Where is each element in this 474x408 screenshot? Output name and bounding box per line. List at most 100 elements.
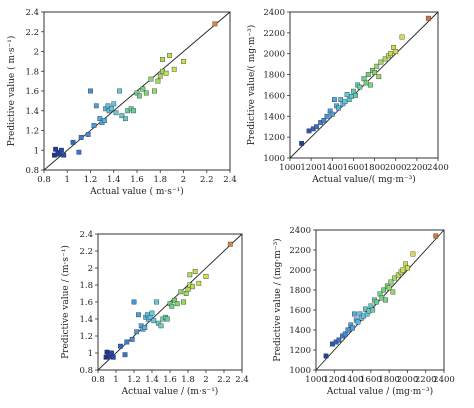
data-point <box>131 299 137 305</box>
y-tick-label: 2.2 <box>79 247 93 257</box>
data-point <box>117 88 122 94</box>
x-tick-label: 1400 <box>321 163 343 173</box>
data-point <box>361 76 367 82</box>
data-point <box>373 299 379 305</box>
x-tick-label: 1000 <box>279 163 301 173</box>
x-tick-label: 1000 <box>305 375 327 385</box>
data-point <box>370 307 376 313</box>
x-tick-label: 2.2 <box>200 175 214 185</box>
y-tick-label: 1600 <box>263 91 285 101</box>
data-point <box>336 337 342 343</box>
data-point <box>102 118 107 124</box>
y-tick-label: 2 <box>88 264 93 274</box>
data-point <box>388 51 393 57</box>
data-point <box>363 80 369 86</box>
x-tick-label: 2.4 <box>235 375 249 385</box>
data-point <box>367 82 373 88</box>
x-tick-label: 0.8 <box>37 175 51 185</box>
y-tick-label: 0.8 <box>25 166 39 176</box>
data-point <box>376 74 382 80</box>
x-axis-label: Actual value / (m·s⁻¹) <box>121 386 219 397</box>
data-point <box>148 76 154 82</box>
x-tick-label: 2 <box>181 175 186 185</box>
data-point <box>336 105 342 111</box>
y-tick-label: 1.2 <box>25 127 39 137</box>
data-point <box>122 352 128 358</box>
x-tick-label: 2200 <box>406 163 428 173</box>
data-point <box>345 327 351 333</box>
y-tick-label: 2000 <box>263 50 285 60</box>
data-point <box>109 106 114 112</box>
data-point <box>388 279 394 285</box>
x-tick-label: 2.2 <box>217 375 231 385</box>
x-tick-label: 0.8 <box>91 375 105 385</box>
data-point <box>155 320 161 326</box>
x-axis-label: Actual value/( mg·m⁻³) <box>311 174 415 185</box>
y-tick-label: 2 <box>34 48 39 58</box>
data-point <box>332 97 337 103</box>
data-point <box>403 261 408 267</box>
data-point <box>172 297 177 303</box>
y-tick-label: 2000 <box>289 266 311 276</box>
data-point <box>155 78 161 84</box>
y-tick-label: 2.2 <box>25 28 39 38</box>
y-tick-label: 1 <box>88 349 93 359</box>
x-tick-label: 1.2 <box>84 175 98 185</box>
data-point <box>136 93 142 99</box>
data-point <box>185 286 191 292</box>
x-tick-label: 2000 <box>397 375 419 385</box>
y-tick-label: 1.8 <box>79 281 93 291</box>
x-tick-label: 2 <box>203 375 208 385</box>
x-tick-label: 1 <box>65 175 70 185</box>
data-point <box>78 135 84 140</box>
data-point <box>154 299 159 305</box>
y-tick-label: 1000 <box>289 366 311 376</box>
x-tick-label: 1200 <box>300 163 322 173</box>
x-tick-label: 1.4 <box>107 175 121 185</box>
y-tick-label: 1.4 <box>79 315 93 325</box>
data-point <box>321 118 327 123</box>
plot-frame <box>289 11 439 159</box>
data-point <box>190 284 195 290</box>
data-point <box>324 113 330 119</box>
data-point <box>187 272 193 278</box>
x-tick-label: 2.4 <box>223 175 237 185</box>
y-tick-label: 0.8 <box>79 366 93 376</box>
data-point <box>426 15 431 21</box>
y-tick-label: 1.6 <box>25 87 39 97</box>
x-tick-label: 1.6 <box>163 375 177 385</box>
y-tick-label: 1.8 <box>25 67 39 77</box>
data-point <box>59 147 64 153</box>
data-point <box>329 111 335 117</box>
data-point <box>111 101 117 107</box>
x-tick-label: 1600 <box>360 375 382 385</box>
chart-panel-1: 0.8 1 1.2 1.4 1.6 1.8 2 2.2 2.4 0.8 1 1.2 1.4 1.6 1.8 2… <box>6 8 237 197</box>
data-point <box>368 303 374 309</box>
data-point <box>410 251 416 257</box>
data-point <box>160 57 165 62</box>
x-tick-label: 1.4 <box>145 375 159 385</box>
data-point <box>183 291 189 296</box>
data-point <box>97 116 103 122</box>
x-axis-label: Actual value / (mg·m⁻³) <box>326 386 433 397</box>
data-point <box>227 241 233 247</box>
y-tick-label: 2200 <box>263 29 285 39</box>
data-point <box>88 88 93 94</box>
y-tick-label: 2.4 <box>25 8 39 18</box>
data-point <box>174 301 180 307</box>
data-point <box>119 113 125 119</box>
y-axis-label: Predictive value ( m·s⁻¹) <box>6 36 17 147</box>
data-point <box>196 280 202 286</box>
x-tick-label: 2400 <box>433 375 455 385</box>
y-tick-label: 2200 <box>289 246 311 256</box>
data-point <box>386 285 392 291</box>
data-point <box>151 318 157 324</box>
x-tick-label: 1 <box>113 375 118 385</box>
y-axis-label: Predictive value/( mg·m⁻³) <box>246 25 257 146</box>
y-tick-label: 1.6 <box>79 298 93 308</box>
data-point <box>314 124 319 130</box>
data-point <box>344 91 350 97</box>
data-point <box>192 269 198 274</box>
data-point <box>140 86 146 92</box>
